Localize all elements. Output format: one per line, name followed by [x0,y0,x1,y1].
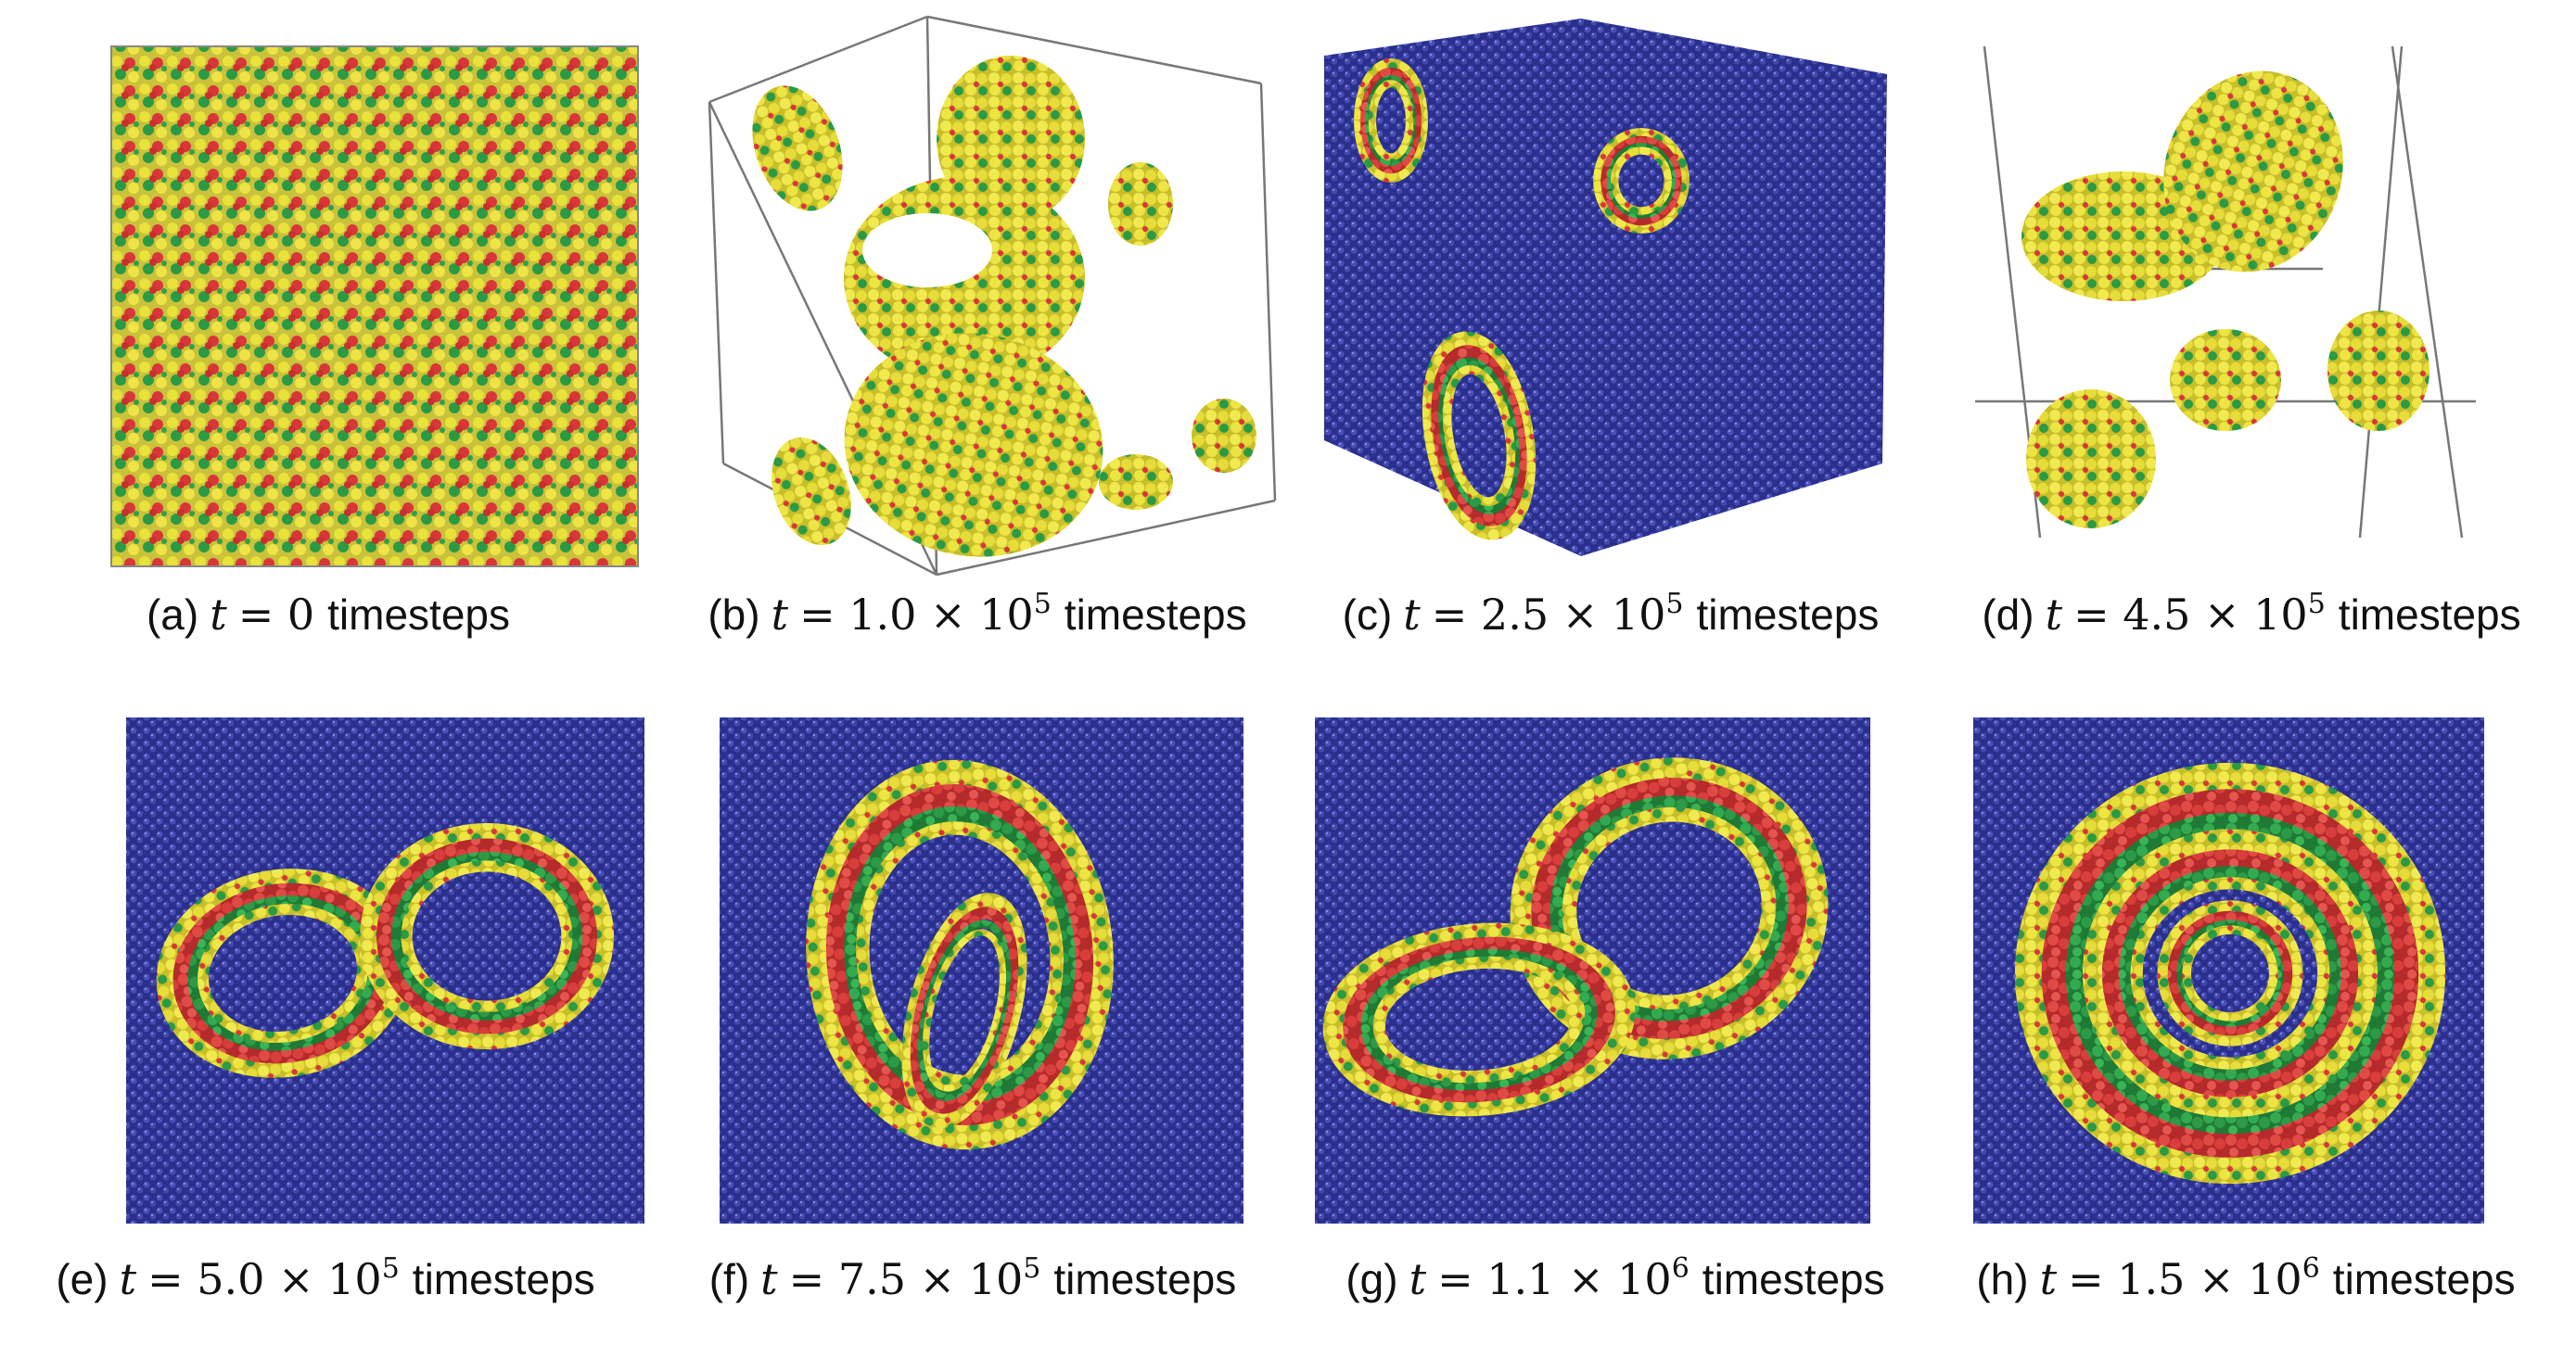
particle-cluster [1368,80,1414,161]
time-unit: timesteps [1065,590,1247,639]
particle-cluster [2176,920,2284,1027]
time-exponent: 6 [1672,1252,1690,1285]
time-exponent: 5 [382,1252,400,1285]
caption: (f) t = 7.5 × 105 timesteps [709,1252,1237,1304]
particle-cluster [2182,925,2278,1021]
particle-cluster [2170,329,2281,431]
time-unit: timesteps [2333,1255,2516,1303]
time-value: = 1.0 × 10 [799,590,1034,640]
panel-label: (a) [147,590,198,639]
particle-cluster [917,920,1012,1101]
time-unit: timesteps [327,590,510,639]
caption: (g) t = 1.1 × 106 timesteps [1345,1252,1884,1304]
panel-label: (g) [1345,1255,1397,1303]
particle-cluster [2167,910,2293,1036]
time-exponent: 5 [1023,1252,1040,1285]
time-unit: timesteps [1697,590,1880,639]
particle-cluster [806,759,1114,1150]
caption: (e) t = 5.0 × 105 timesteps [56,1252,594,1304]
panel-label: (b) [708,590,759,639]
particle-cluster [1108,162,1173,246]
time-variable: t [760,1254,778,1304]
particle-cluster [910,907,1019,1114]
time-value: = 5.0 × 10 [147,1254,382,1304]
particle-cluster [752,85,843,211]
time-unit: timesteps [1702,1255,1885,1303]
time-value: = 1.1 × 10 [1437,1254,1672,1304]
particle-cluster [772,437,851,546]
particle-cluster [2119,866,2341,1081]
particle-cluster [1442,365,1516,506]
particle-cluster [391,852,582,1021]
time-unit: timesteps [2339,590,2521,639]
caption: (h) t = 1.5 × 106 timesteps [1976,1252,2515,1304]
particle-cluster [198,903,368,1044]
particle-cluster [2327,311,2429,431]
particle-cluster [1099,454,1173,510]
particle-cluster [2163,70,2343,273]
particle-cluster [2026,389,2156,528]
particle-cluster [2130,877,2330,1070]
time-value: = 7.5 × 10 [789,1254,1024,1304]
time-unit: timesteps [413,1255,595,1303]
time-value: = 0 [238,590,314,640]
particle-cluster [401,860,573,1012]
box-edge [2358,45,2404,539]
time-exponent: 5 [1034,588,1052,620]
time-exponent: 5 [2308,588,2326,620]
time-value: = 2.5 × 10 [1432,590,1666,640]
particle-cluster [844,333,1103,557]
panel-label: (e) [56,1255,108,1303]
time-value: = 4.5 × 10 [2073,590,2308,640]
particle-cluster [2083,831,2378,1116]
simulation-image [1581,19,1887,556]
panel-label: (d) [1982,590,2034,639]
particle-cluster [1610,146,1672,215]
time-variable: t [1403,590,1421,640]
time-variable: t [120,1254,137,1304]
caption: (b) t = 1.0 × 105 timesteps [708,588,1246,640]
particle-cluster [1192,399,1256,473]
particle-cluster [923,929,1006,1092]
particle-cluster [2041,789,2419,1158]
time-exponent: 5 [1665,588,1683,620]
box-edge [1259,82,1277,501]
time-variable: t [2040,1254,2058,1304]
particle-cluster [2014,762,2446,1185]
particle-cluster [376,838,597,1034]
particle-cluster [825,784,1094,1125]
captions: (a) t = 0 timesteps (b) t = 1.0 × 105 timesteps… [56,588,2520,1304]
time-value: = 1.5 × 10 [2068,1254,2302,1304]
box-edge [708,101,725,464]
particle-cluster [862,213,992,287]
box-edge [926,15,1262,85]
box-edge [936,499,1276,577]
particle-cluster [1343,936,1615,1103]
time-unit: timesteps [1053,1255,1236,1303]
time-variable: t [2046,590,2063,640]
panel-label: (f) [709,1255,749,1303]
time-variable: t [772,590,789,640]
time-variable: t [1409,1254,1427,1304]
caption: (c) t = 2.5 × 105 timesteps [1343,588,1880,640]
particle-cluster [2101,849,2359,1098]
particle-cluster [1372,956,1586,1084]
particle-cluster [2065,812,2395,1135]
box-edge [2391,45,2464,539]
particle-cluster [1360,948,1598,1091]
particle-cluster [1562,806,1777,1010]
box-edge [708,15,928,104]
panel-label: (h) [1976,1255,2028,1303]
particle-cluster [937,56,1085,222]
simulation-image [110,45,639,567]
panel-images [110,15,2484,1224]
panel-label: (c) [1343,590,1393,639]
caption: (a) t = 0 timesteps [147,590,510,640]
time-exponent: 6 [2302,1252,2320,1285]
time-variable: t [210,590,227,640]
caption: (d) t = 4.5 × 105 timesteps [1982,588,2520,640]
